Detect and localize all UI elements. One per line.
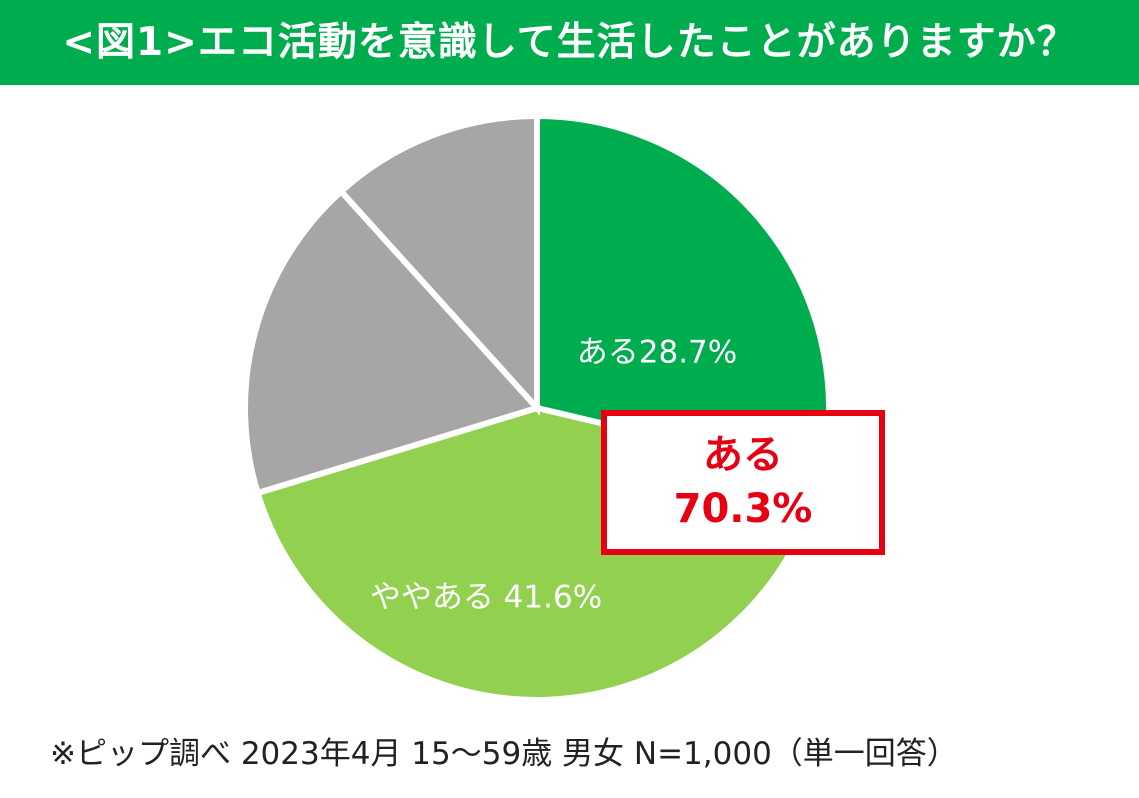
slice-label-1: ある28.7% xyxy=(576,334,738,371)
chart-title: <図1>エコ活動を意識して生活したことがありますか？ xyxy=(0,0,1139,85)
pie-slice-1 xyxy=(534,112,832,479)
callout-label: ある xyxy=(703,432,783,478)
pie-slice-3 xyxy=(242,187,543,497)
survey-footnote: ※ピップ調べ 2023年4月 15～59歳 男女 N=1,000（単一回答） xyxy=(50,736,958,772)
callout-value: 70.3% xyxy=(673,486,813,532)
pie-slice-4 xyxy=(336,112,540,416)
slice-label-2: ややある 41.6% xyxy=(369,579,603,616)
total-callout: ある 70.3% xyxy=(601,410,885,555)
